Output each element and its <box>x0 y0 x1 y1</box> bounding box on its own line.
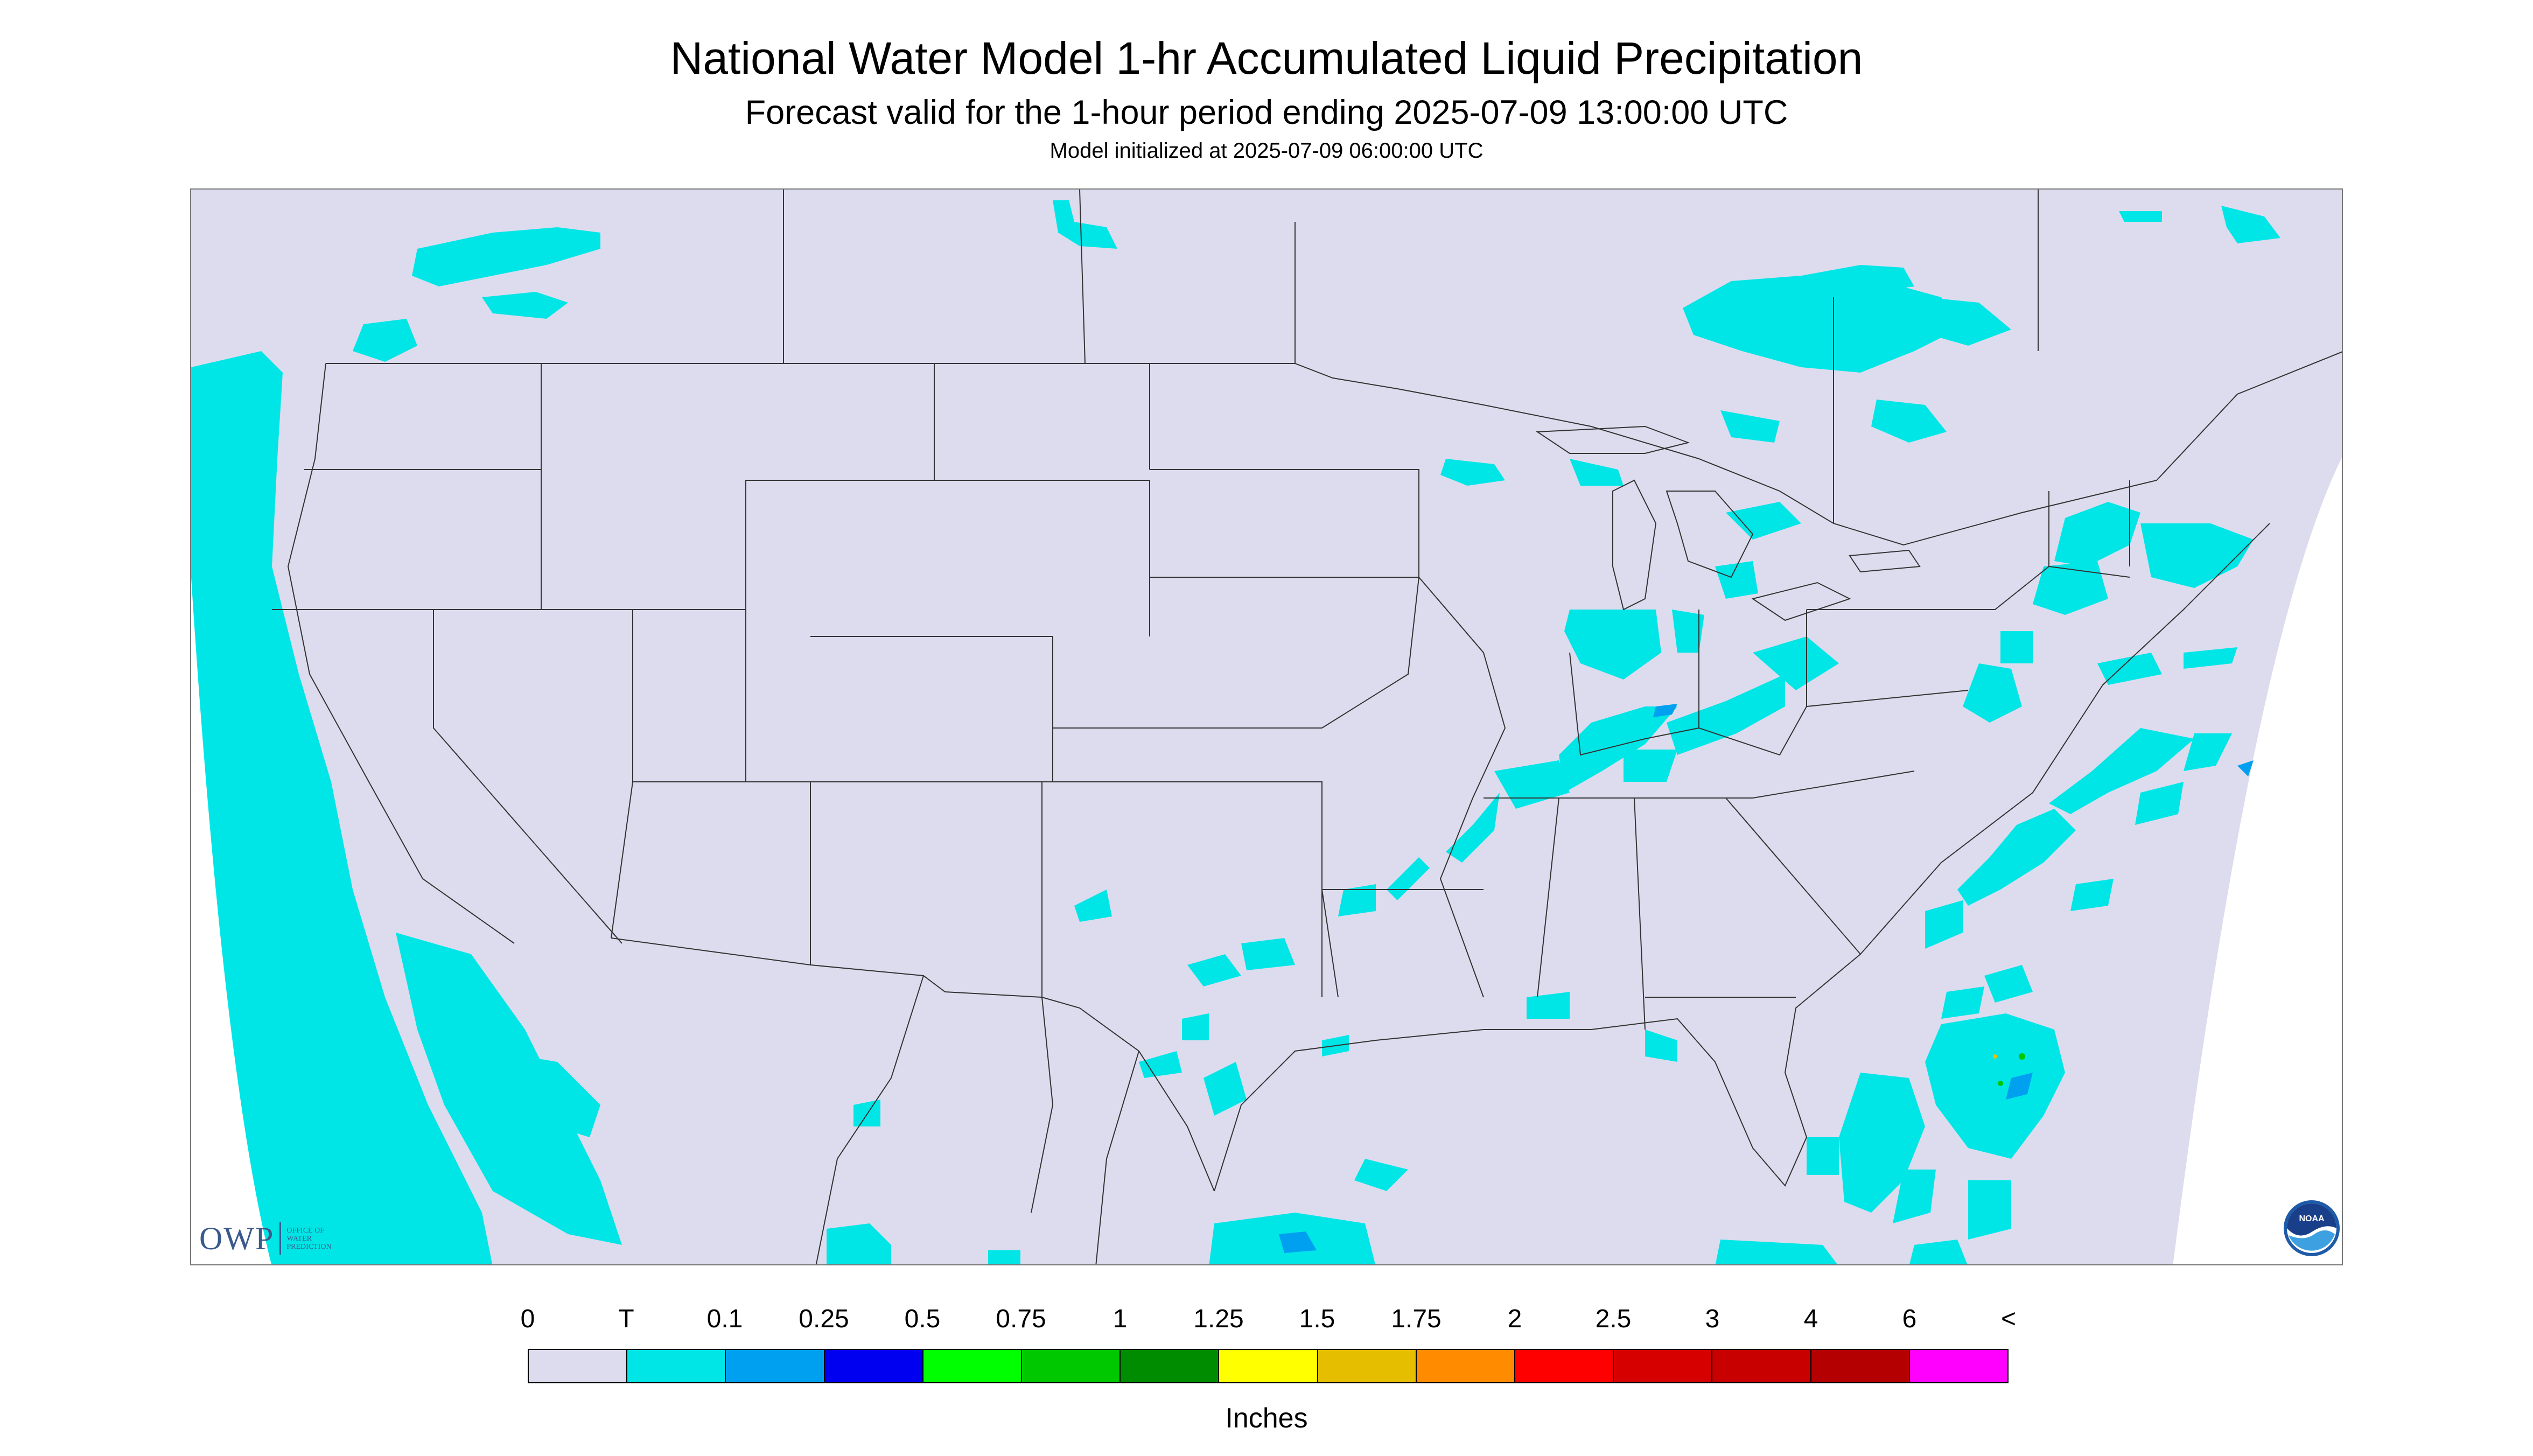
owp-logo-mark: OWP <box>199 1220 275 1256</box>
noaa-logo-icon: NOAA <box>2284 1200 2340 1256</box>
legend-swatch <box>1614 1350 1713 1382</box>
legend-label: 2 <box>1507 1305 1522 1333</box>
owp-logo-text: OFFICE OF WATER PREDICTION <box>286 1227 331 1251</box>
legend-label: 1.25 <box>1193 1305 1244 1333</box>
model-domain <box>191 190 2342 1264</box>
owp-logo: OWP OFFICE OF WATER PREDICTION <box>199 1219 332 1258</box>
owp-logo-line-1: OFFICE OF <box>286 1226 324 1235</box>
legend-label: 1.75 <box>1391 1305 1442 1333</box>
legend-label: 6 <box>1902 1305 1917 1333</box>
legend-swatch <box>1515 1350 1614 1382</box>
legend-label: 1.5 <box>1299 1305 1335 1333</box>
noaa-logo-text: NOAA <box>2299 1214 2325 1223</box>
legend-swatch <box>1811 1350 1910 1382</box>
legend-swatch <box>627 1350 726 1382</box>
legend-swatch <box>1712 1350 1811 1382</box>
legend-swatch <box>726 1350 825 1382</box>
legend-labels: 0 T 0.1 0.25 0.5 0.75 1 1.25 1.5 1.75 2 … <box>0 1303 2533 1335</box>
legend-swatch <box>1022 1350 1121 1382</box>
legend-swatch <box>824 1350 923 1382</box>
legend-label: 1 <box>1112 1305 1128 1333</box>
trace-precip-areas <box>191 200 2280 1264</box>
legend-label: 0.5 <box>904 1305 941 1333</box>
legend-swatch <box>923 1350 1023 1382</box>
legend-label: 3 <box>1705 1305 1720 1333</box>
owp-logo-line-2: WATER <box>286 1234 312 1243</box>
political-boundaries <box>272 190 2342 1264</box>
legend-colorbar <box>528 1349 2009 1383</box>
map-title: National Water Model 1-hr Accumulated Li… <box>670 33 1863 83</box>
legend-label: 4 <box>1803 1305 1818 1333</box>
legend-swatch <box>1121 1350 1220 1382</box>
owp-logo-line-3: PREDICTION <box>286 1242 332 1251</box>
legend-label: 0.1 <box>706 1305 743 1333</box>
legend-swatch <box>1318 1350 1417 1382</box>
map-subtitle: Forecast valid for the 1-hour period end… <box>745 94 1788 131</box>
legend-swatch <box>1416 1350 1516 1382</box>
precipitation-map[interactable] <box>190 188 2343 1265</box>
light-precip-areas <box>1279 704 2254 1253</box>
owp-logo-separator <box>279 1222 282 1255</box>
legend-swatch <box>1219 1350 1318 1382</box>
moderate-precip-areas <box>1998 1053 2025 1086</box>
legend-units: Inches <box>1225 1403 1308 1434</box>
heavier-precip-areas <box>1993 1054 1997 1059</box>
legend-label: 2.5 <box>1595 1305 1632 1333</box>
legend-label: 0.25 <box>799 1305 849 1333</box>
legend-label: 0 <box>520 1305 535 1333</box>
legend-swatch <box>1909 1350 2008 1382</box>
legend-swatch <box>529 1350 628 1382</box>
legend-label: T <box>618 1305 634 1333</box>
model-init-time: Model initialized at 2025-07-09 06:00:00… <box>1049 139 1484 163</box>
legend-label: < <box>2000 1305 2017 1333</box>
legend-label: 0.75 <box>996 1305 1046 1333</box>
